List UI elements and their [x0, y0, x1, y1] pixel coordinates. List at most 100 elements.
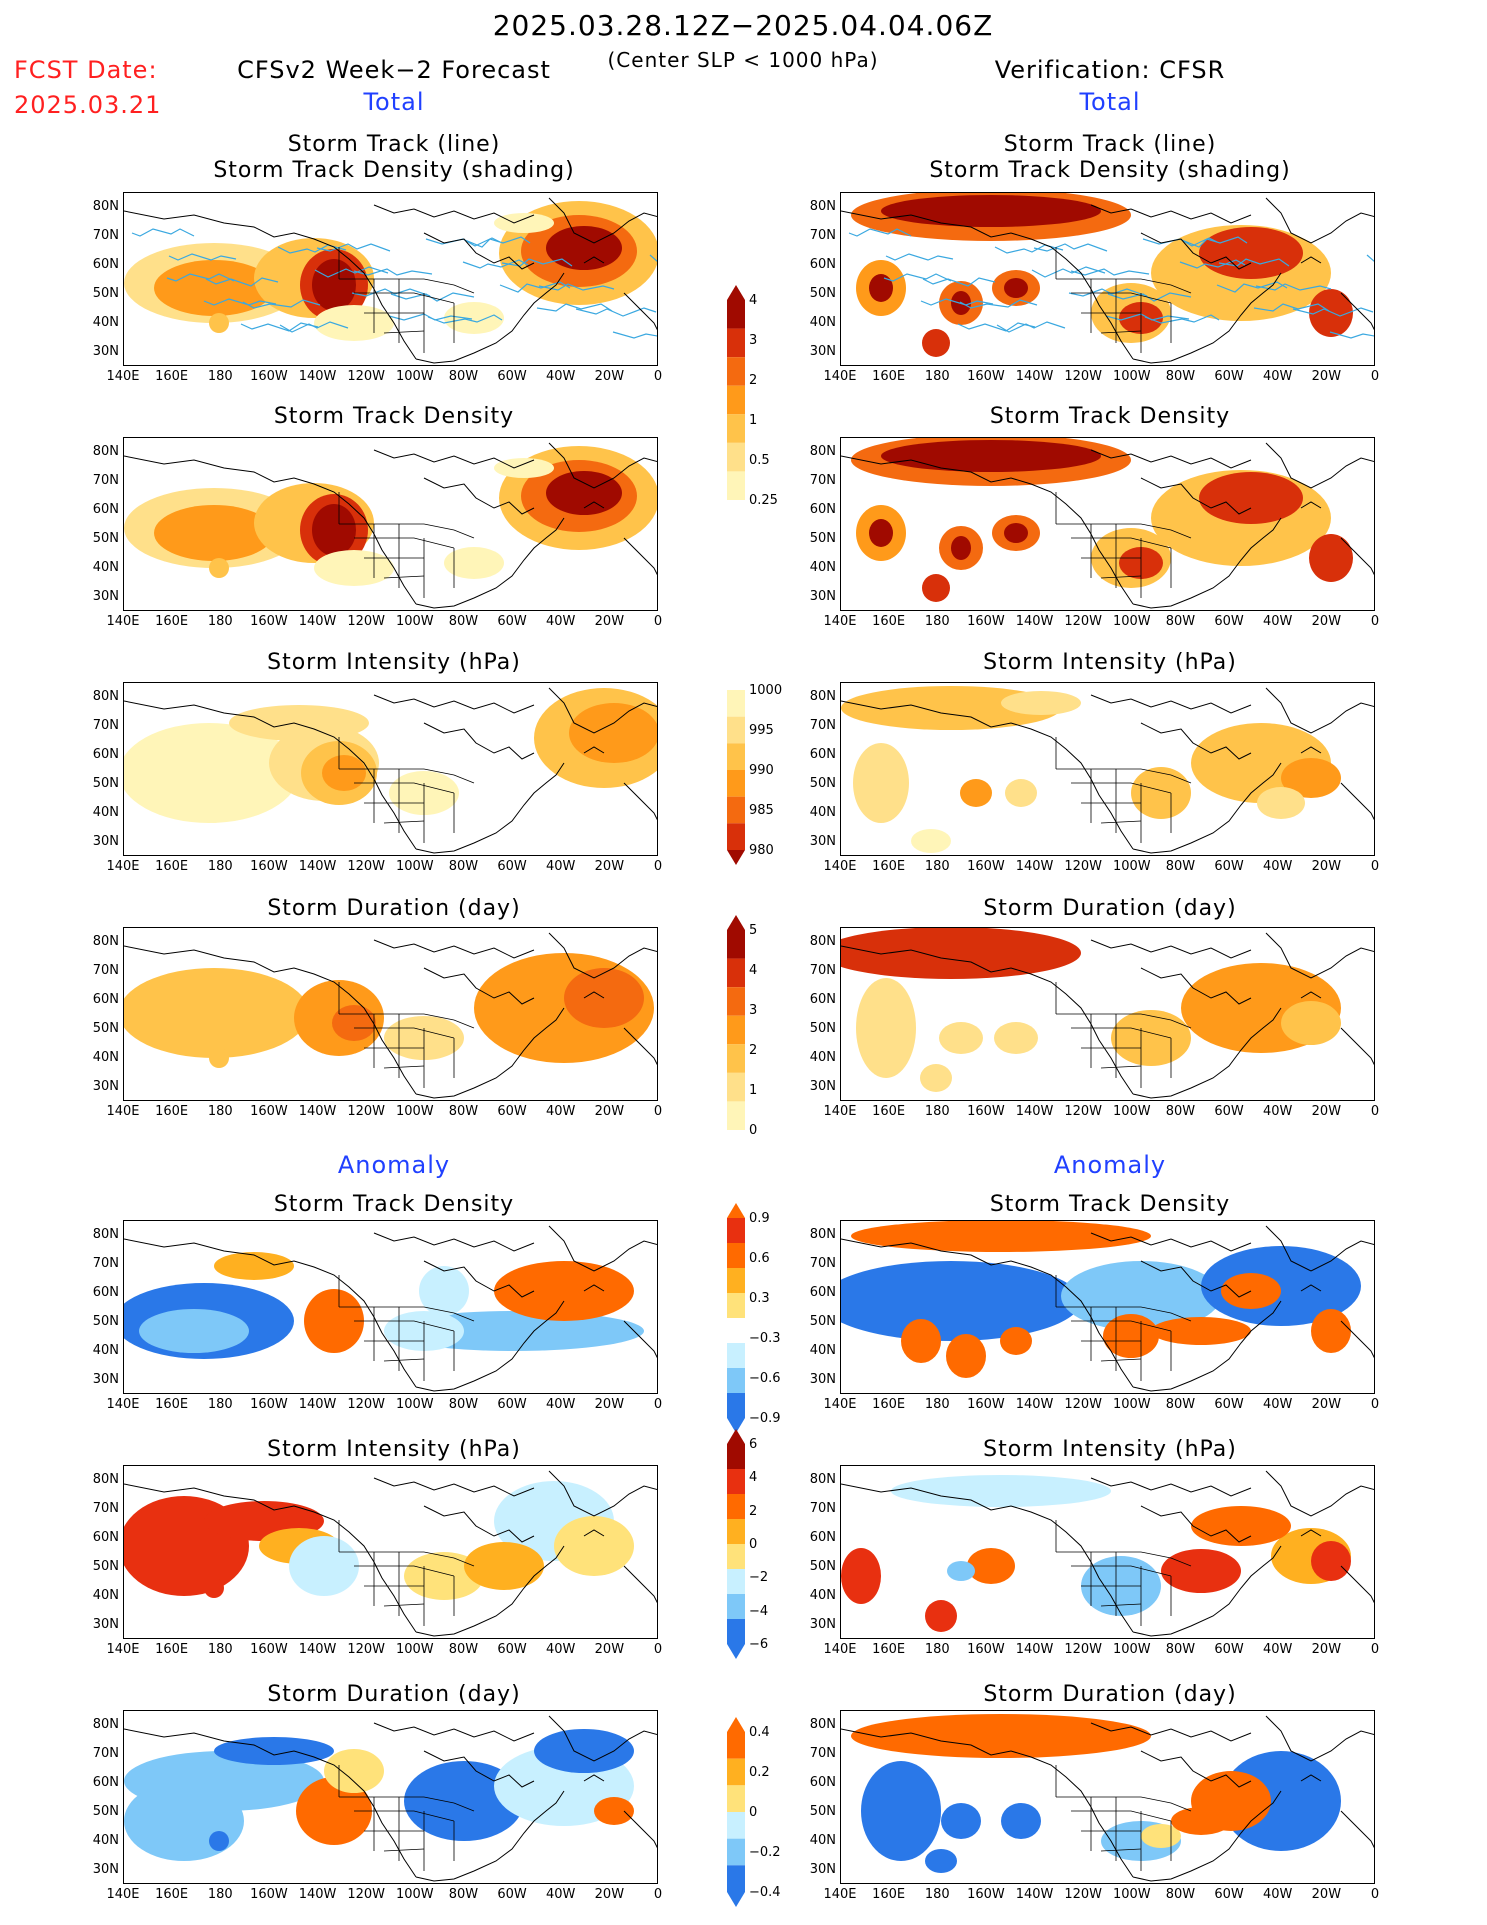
lon-tick-label: 160E	[872, 369, 906, 384]
forecast-period: 2025.03.28.12Z−2025.04.04.06Z	[492, 9, 994, 42]
map-shading-intensity-total-right	[841, 686, 1374, 854]
lon-tick-label: 60W	[497, 614, 527, 629]
political-border	[1140, 1796, 1192, 1812]
storm-track-line	[464, 236, 531, 248]
shading-region	[922, 329, 950, 357]
lat-tick-label: 40N	[92, 560, 119, 575]
lon-tick-label: 160W	[250, 859, 288, 874]
coastline	[1132, 762, 1282, 854]
lon-tick-label: 40W	[1263, 1104, 1293, 1119]
lat-tick-label: 50N	[92, 1559, 119, 1574]
storm-track-line	[240, 322, 319, 332]
colorbar-swatch	[727, 442, 745, 472]
lon-tick-label: 80W	[448, 859, 479, 874]
shading-region	[534, 1729, 634, 1773]
storm-track-line	[501, 258, 573, 267]
lon-tick-label: 100W	[395, 1397, 434, 1412]
colorbar-duration-anom	[727, 1717, 745, 1907]
lat-tick-label: 60N	[809, 1285, 836, 1300]
lon-tick-label: 80W	[1165, 1887, 1196, 1902]
shading-region	[853, 743, 909, 823]
lat-tick-label: 80N	[92, 934, 119, 949]
lon-tick-label: 20W	[1311, 1887, 1342, 1902]
coastline	[415, 1007, 565, 1099]
lon-tick-label: 140W	[1015, 1104, 1054, 1119]
lat-tick-label: 80N	[809, 934, 836, 949]
title-duration-total-left: Storm Duration (day)	[267, 896, 521, 921]
lat-tick-label: 70N	[92, 473, 119, 488]
lon-tick-label: 100W	[395, 369, 434, 384]
coastline	[583, 1774, 605, 1782]
storm-track-line	[922, 277, 996, 287]
political-border	[383, 820, 425, 824]
colorbar-swatch	[727, 930, 745, 959]
colorbar-swatch	[727, 1072, 745, 1102]
lon-tick-label: 20W	[1311, 1397, 1342, 1412]
title-intensity-anom-left: Storm Intensity (hPa)	[267, 1437, 521, 1462]
shading-region	[214, 1252, 294, 1280]
lat-tick-label: 40N	[92, 1588, 119, 1603]
lon-tick-label: 100W	[395, 1887, 434, 1902]
lon-tick-label: 140E	[823, 614, 857, 629]
lon-tick-label: 80W	[448, 1397, 479, 1412]
lon-tick-label: 160W	[250, 1642, 288, 1657]
coastline	[1265, 1715, 1374, 1762]
lon-tick-label: 140E	[106, 369, 140, 384]
shading-region	[139, 1309, 249, 1353]
lon-tick-label: 80W	[448, 1642, 479, 1657]
lon-tick-label: 0	[653, 369, 663, 384]
lon-tick-label: 0	[653, 1397, 663, 1412]
storm-track-line	[883, 273, 952, 282]
lat-tick-label: 80N	[809, 689, 836, 704]
colorbar-bottom-arrow	[727, 1130, 745, 1145]
colorbar-top-arrow	[727, 915, 745, 930]
storm-track-line	[1253, 303, 1330, 312]
political-border	[1140, 768, 1192, 784]
shading-region	[994, 1022, 1038, 1054]
lon-tick-label: 160W	[250, 1104, 288, 1119]
colorbar-swatch	[727, 1619, 745, 1644]
coastline	[1265, 1225, 1374, 1272]
lon-tick-label: 120W	[1064, 369, 1103, 384]
title-density-anom-left: Storm Track Density	[273, 1192, 515, 1217]
colorbar-tick-label: 2	[749, 373, 758, 388]
shading-region	[1199, 472, 1303, 524]
coastline	[373, 694, 535, 714]
lon-tick-label: 140W	[1015, 369, 1054, 384]
lat-tick-label: 70N	[92, 1256, 119, 1271]
shading-region	[1004, 523, 1028, 543]
colorbar-tick-label: 6	[749, 1437, 758, 1452]
lon-tick-label: 120W	[347, 1642, 386, 1657]
lon-tick-label: 180	[924, 369, 950, 384]
storm-track-line	[427, 314, 503, 324]
shading-region	[861, 1761, 941, 1861]
storm-track-line	[1292, 307, 1374, 317]
political-border	[1140, 1306, 1192, 1322]
shading-region	[951, 536, 971, 560]
political-border	[1100, 1603, 1142, 1607]
shading-region	[304, 1289, 364, 1353]
lat-tick-label: 80N	[92, 1717, 119, 1732]
lon-tick-label: 40W	[546, 614, 576, 629]
coastline	[1090, 449, 1252, 469]
coastline	[415, 517, 565, 609]
shading-region	[841, 1261, 1081, 1341]
title-storm-track-line-left: Storm Track (line)	[287, 132, 501, 157]
coastline	[548, 687, 657, 734]
colorbar-swatch	[727, 357, 745, 386]
political-border	[383, 330, 425, 334]
lat-tick-label: 50N	[809, 286, 836, 301]
lon-tick-label: 100W	[1112, 369, 1151, 384]
lon-tick-label: 120W	[347, 1397, 386, 1412]
colorbar-bottom-arrow	[727, 500, 745, 515]
lon-tick-label: 100W	[395, 614, 434, 629]
lon-tick-label: 140W	[298, 1642, 337, 1657]
map-panel-density-anom-right	[840, 1220, 1375, 1394]
political-border	[1100, 330, 1142, 334]
lat-tick-label: 30N	[809, 1862, 836, 1877]
coastline	[423, 477, 535, 515]
lat-tick-label: 40N	[92, 1343, 119, 1358]
colorbar-swatch	[727, 1569, 745, 1594]
lon-tick-label: 60W	[1214, 1642, 1244, 1657]
coastline	[1090, 1722, 1252, 1742]
